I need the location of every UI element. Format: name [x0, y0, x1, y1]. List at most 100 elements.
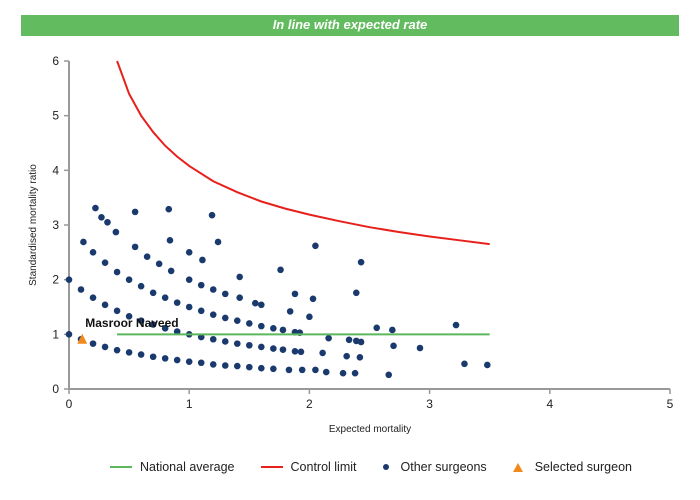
other-surgeon-point: [209, 361, 217, 368]
other-surgeon-point: [343, 352, 350, 360]
other-surgeon-point: [155, 260, 163, 268]
other-surgeon-point: [208, 211, 216, 219]
other-surgeon-point: [285, 366, 293, 374]
other-surgeon-point: [98, 214, 105, 221]
y-tick-label: 1: [52, 327, 59, 341]
legend-label: Other surgeons: [400, 460, 487, 474]
other-surgeon-point: [319, 349, 326, 357]
other-surgeon-point: [357, 338, 365, 346]
status-banner: In line with expected rate: [21, 15, 679, 36]
other-surgeon-point: [125, 349, 133, 356]
other-surgeon-point: [197, 307, 205, 315]
red-line-icon: [260, 466, 283, 468]
other-surgeon-point: [209, 311, 217, 318]
y-tick-label: 6: [52, 54, 59, 68]
other-surgeon-point: [89, 294, 97, 302]
other-surgeon-point: [214, 238, 222, 246]
other-surgeon-point: [149, 289, 157, 297]
other-surgeon-point: [312, 242, 319, 250]
other-surgeon-point: [277, 266, 284, 274]
other-surgeon-point: [209, 286, 217, 293]
other-surgeon-point: [339, 369, 347, 377]
other-surgeon-point: [352, 289, 360, 297]
other-surgeon-point: [389, 326, 396, 334]
dot-icon: [382, 464, 389, 470]
other-surgeon-point: [270, 365, 277, 373]
other-surgeon-point: [89, 340, 97, 347]
other-surgeon-point: [173, 299, 181, 306]
y-tick-label: 3: [52, 218, 59, 232]
control-limit-line: [116, 60, 490, 246]
legend-label: Control limit: [290, 460, 357, 474]
other-surgeon-point: [452, 321, 460, 329]
x-tick-label: 2: [306, 397, 313, 411]
other-surgeon-point: [221, 338, 229, 345]
triangle-icon: [512, 462, 523, 472]
other-surgeon-point: [291, 290, 299, 298]
x-tick-label: 0: [66, 397, 73, 411]
other-surgeon-point: [89, 249, 97, 256]
other-surgeon-point: [185, 276, 193, 283]
other-surgeon-point: [166, 237, 174, 244]
other-surgeon-point: [258, 343, 265, 351]
other-surgeon-point: [65, 276, 73, 283]
other-surgeon-point: [185, 358, 193, 365]
x-axis-label: Expected mortality: [329, 424, 411, 435]
other-surgeon-point: [236, 273, 243, 281]
other-surgeon-point: [65, 331, 73, 338]
other-surgeon-point: [131, 243, 139, 251]
legend-label: National average: [140, 460, 235, 474]
other-surgeon-point: [309, 295, 317, 303]
x-tick-label: 4: [546, 397, 553, 411]
other-surgeon-point: [483, 361, 491, 369]
y-tick-label: 2: [52, 273, 59, 287]
legend-label: Selected surgeon: [534, 460, 632, 474]
other-surgeon-point: [286, 308, 294, 315]
other-surgeon-point: [199, 256, 206, 264]
other-surgeon-point: [345, 336, 353, 344]
other-surgeon-point: [356, 353, 364, 361]
other-surgeon-point: [221, 362, 229, 369]
other-surgeon-point: [185, 249, 193, 256]
other-surgeon-point: [351, 369, 359, 377]
x-tick-label: 5: [667, 397, 674, 411]
other-surgeon-point: [125, 276, 133, 283]
legend: National average Control limit Other sur…: [110, 460, 658, 474]
legend-other-surgeons: Other surgeons: [382, 460, 487, 474]
y-tick-label: 4: [52, 163, 59, 177]
other-surgeon-point: [279, 346, 287, 353]
y-tick-label: 5: [52, 109, 59, 123]
other-surgeon-point: [357, 258, 365, 266]
other-surgeon-point: [233, 317, 241, 324]
other-surgeon-point: [246, 363, 253, 371]
x-tick-label: 3: [426, 397, 433, 411]
other-surgeon-point: [161, 294, 169, 302]
other-surgeon-point: [167, 267, 175, 275]
other-surgeon-point: [298, 366, 306, 374]
x-tick-label: 1: [186, 397, 193, 411]
other-surgeon-point: [416, 344, 424, 352]
other-surgeon-point: [252, 299, 259, 307]
other-surgeon-point: [246, 341, 253, 349]
other-surgeon-point: [101, 343, 109, 351]
y-axis-label: Standardised mortality ratio: [28, 164, 39, 286]
other-surgeon-point: [173, 328, 181, 335]
other-surgeon-point: [236, 294, 243, 302]
other-surgeon-point: [270, 325, 277, 332]
other-surgeon-point: [149, 321, 157, 328]
other-surgeon-point: [291, 347, 299, 355]
legend-selected-surgeon: Selected surgeon: [512, 460, 632, 474]
other-surgeon-point: [325, 334, 332, 342]
other-surgeon-point: [270, 345, 277, 352]
other-surgeon-point: [149, 353, 157, 361]
other-surgeon-point: [113, 346, 121, 354]
other-surgeon-point: [113, 307, 121, 315]
other-surgeon-point: [173, 356, 181, 364]
other-surgeon-point: [101, 301, 109, 309]
other-surgeon-point: [209, 335, 217, 343]
funnel-plot: 0 1 2 3 4 5 6 0 1 2 3 4 5 Masroor Naveed Expected mo…: [28, 54, 674, 435]
other-surgeon-point: [390, 342, 397, 350]
green-line-icon: [110, 466, 132, 468]
other-surgeon-point: [258, 364, 265, 372]
other-surgeon-point: [77, 286, 85, 293]
